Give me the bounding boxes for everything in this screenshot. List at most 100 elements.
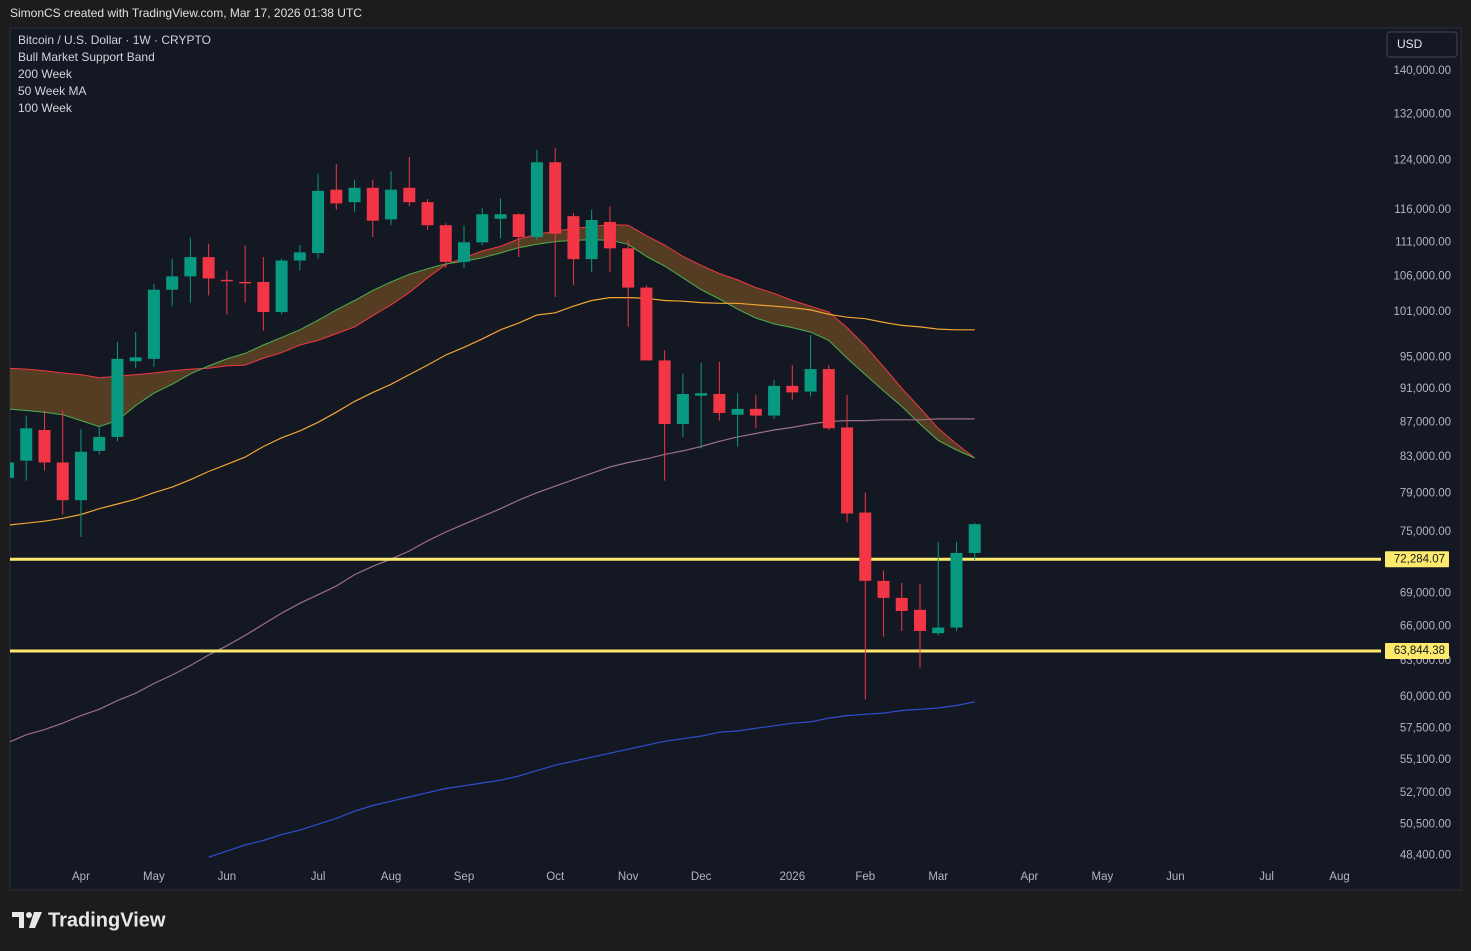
y-tick-label: 106,000.00 [1393, 270, 1451, 282]
candle-body [312, 190, 325, 254]
y-tick-label: 124,000.00 [1393, 155, 1451, 167]
y-tick-label: 52,700.00 [1400, 787, 1451, 799]
x-tick-label: Sep [454, 871, 474, 883]
x-tick-label: Apr [1020, 871, 1038, 883]
y-tick-label: 111,000.00 [1395, 236, 1451, 248]
currency-label[interactable]: USD [1397, 37, 1423, 51]
x-tick-label: Feb [855, 871, 875, 883]
candle-body [804, 369, 817, 392]
plot-area [9, 27, 1462, 891]
y-tick-label: 116,000.00 [1394, 204, 1451, 216]
band-line [10, 224, 976, 459]
candle-body [74, 451, 87, 501]
candle-body [822, 369, 835, 429]
x-tick-label: Dec [691, 871, 712, 883]
candle-body [713, 394, 726, 414]
candle-body [330, 189, 343, 204]
y-tick-label: 79,000.00 [1400, 488, 1451, 500]
candle-body [932, 627, 945, 634]
candle-body [439, 225, 452, 262]
candle-body [749, 408, 762, 416]
footer-logo [12, 912, 42, 928]
candle-body [895, 597, 908, 611]
candle-body [914, 609, 926, 631]
candle-body [56, 462, 69, 501]
currency-button[interactable] [1386, 31, 1458, 58]
header-text: SimonCS created with TradingView.com, Ma… [10, 6, 362, 20]
candle-body [93, 436, 106, 451]
candle-body [968, 524, 981, 553]
y-tick-label: 48,400.00 [1400, 850, 1451, 862]
y-tick-label: 87,000.00 [1400, 416, 1451, 428]
candle-body [385, 189, 398, 220]
y-tick-label: 60,000.00 [1400, 691, 1451, 703]
candle-body [658, 360, 671, 425]
x-tick-label: Oct [546, 871, 565, 883]
y-tick-label: 57,500.00 [1400, 722, 1451, 734]
x-tick-label: May [1092, 871, 1114, 883]
band-line [10, 239, 975, 459]
x-tick-label: Nov [618, 871, 639, 883]
y-tick-label: 75,000.00 [1400, 526, 1451, 538]
candle-body [421, 202, 434, 226]
candle-body [476, 214, 489, 243]
candle-body [877, 580, 890, 598]
footer-brand: TradingView [48, 909, 166, 931]
chart-title: Bitcoin / U.S. Dollar · 1W · CRYPTO [18, 33, 211, 47]
candle-body [348, 187, 361, 203]
candle-body [275, 260, 288, 313]
candle-body [184, 257, 197, 277]
candle-body [202, 257, 215, 279]
y-tick-label: 132,000.00 [1393, 108, 1451, 120]
indicator-line [10, 297, 975, 526]
indicator-line [208, 701, 975, 858]
candle-body [366, 187, 379, 221]
legend-entry: 50 Week MA [18, 84, 86, 98]
candle-body [166, 276, 179, 290]
level-label: 72,284.07 [1394, 553, 1445, 565]
x-tick-label: 2026 [780, 871, 806, 883]
x-tick-label: Aug [381, 871, 401, 883]
x-tick-label: Jul [1259, 871, 1274, 883]
candle-body [38, 430, 51, 463]
x-tick-label: Mar [928, 871, 948, 883]
x-tick-label: Jul [311, 871, 326, 883]
candle-body [111, 358, 124, 437]
level-label-box [1385, 642, 1449, 659]
legend-entry: 200 Week [18, 67, 73, 81]
candle-body [530, 162, 543, 238]
legend-entry: 100 Week [18, 101, 73, 115]
candle-body [549, 162, 562, 234]
candle-body [640, 287, 653, 361]
candle-body [239, 281, 252, 284]
candle-body [10, 462, 14, 478]
candle-body [494, 214, 507, 219]
candle-body [603, 221, 616, 249]
indicator-line [10, 418, 975, 743]
candle-body [841, 427, 854, 514]
band-fill [10, 224, 975, 458]
candle-body [622, 248, 635, 288]
candle-body [403, 187, 416, 203]
logo-mark [29, 912, 42, 928]
plot-layer [10, 148, 1381, 858]
y-tick-label: 83,000.00 [1400, 451, 1451, 463]
y-tick-label: 69,000.00 [1400, 588, 1451, 600]
candle-body [695, 393, 708, 396]
y-tick-label: 55,100.00 [1400, 754, 1451, 766]
candle-body [257, 281, 270, 313]
y-tick-label: 66,000.00 [1400, 620, 1451, 632]
candle-body [585, 220, 598, 260]
candle-body [768, 385, 781, 416]
candle-body [731, 408, 744, 415]
candle-body [129, 357, 142, 362]
candle-body [20, 428, 33, 461]
level-label: 63,844.38 [1394, 645, 1445, 657]
x-tick-label: May [143, 871, 165, 883]
candle-body [147, 289, 160, 359]
level-label-box [1385, 551, 1449, 568]
logo-mark [12, 912, 24, 928]
legend-entry: Bull Market Support Band [18, 50, 155, 64]
